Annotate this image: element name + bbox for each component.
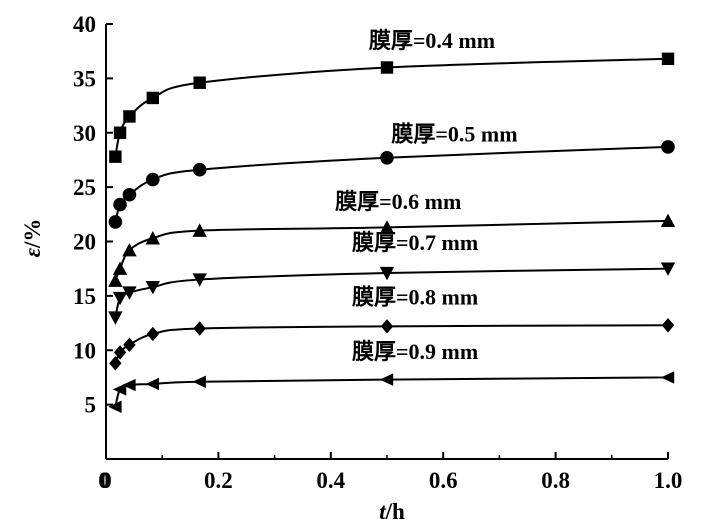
x-tick-label: 0.6: [429, 468, 458, 493]
y-tick-label: 10: [73, 338, 96, 363]
data-point: [122, 378, 136, 392]
data-point: [123, 337, 136, 353]
data-point: [661, 52, 675, 65]
series-diamond: [109, 318, 675, 371]
data-point: [380, 150, 394, 165]
data-point: [122, 187, 137, 202]
series-label: 膜厚=0.8 mm: [352, 285, 478, 310]
data-point: [380, 319, 394, 334]
data-point: [145, 231, 161, 245]
data-point: [661, 140, 675, 154]
series-triangle-left: [108, 371, 675, 413]
data-point: [146, 91, 160, 105]
data-point: [112, 383, 127, 396]
data-point: [192, 223, 207, 237]
x-tick-label: 0.8: [541, 468, 570, 493]
data-point: [380, 61, 394, 74]
data-point: [660, 213, 676, 228]
data-point: [192, 375, 206, 388]
data-point: [112, 291, 128, 306]
x-axis-title: t/h: [379, 499, 405, 524]
data-point: [113, 197, 127, 212]
data-point: [192, 162, 207, 177]
series-triangle-down: [108, 262, 676, 325]
data-point: [122, 286, 137, 300]
data-point: [145, 377, 160, 391]
data-point: [113, 345, 127, 360]
series-label: 膜厚=0.4 mm: [369, 28, 495, 53]
data-point: [108, 400, 122, 413]
series-triangle-up: [108, 213, 676, 287]
data-point: [146, 326, 160, 342]
y-tick-label: 15: [73, 284, 96, 309]
x-tick-label: 1.0: [654, 468, 683, 493]
data-point: [379, 373, 394, 386]
y-axis-title: ε/%: [20, 219, 45, 258]
series-square: [109, 52, 675, 163]
data-point: [108, 215, 123, 229]
data-point: [660, 371, 675, 384]
origin-label: 0: [98, 468, 110, 493]
data-point: [108, 311, 123, 325]
data-point: [109, 150, 122, 163]
data-point: [661, 318, 675, 333]
x-tick-label: 0.4: [316, 468, 345, 493]
series-labels: 膜厚=0.4 mm 膜厚=0.5 mm 膜厚=0.6 mm 膜厚=0.7 mm 膜厚=0…: [335, 28, 517, 364]
x-tick-label: 0.2: [204, 468, 233, 493]
data-point: [146, 172, 160, 187]
data-point: [660, 262, 676, 276]
series-label: 膜厚=0.7 mm: [352, 230, 478, 255]
data-point: [145, 280, 161, 295]
data-point: [113, 126, 127, 139]
data-point: [123, 110, 136, 123]
data-point: [379, 220, 395, 234]
data-point: [112, 261, 128, 275]
data-point: [192, 273, 207, 287]
series-label: 膜厚=0.6 mm: [335, 189, 461, 214]
data-point: [379, 266, 395, 281]
y-tick-label: 40: [73, 12, 96, 37]
data-point: [193, 76, 206, 89]
series-label: 膜厚=0.5 mm: [391, 121, 517, 146]
y-tick-label: 5: [85, 393, 97, 418]
y-tick-label: 35: [73, 66, 96, 91]
data-point: [109, 356, 122, 371]
data-point: [122, 243, 137, 257]
y-tick-label: 20: [73, 230, 96, 255]
y-tick-label: 30: [73, 121, 96, 146]
series-circle: [108, 140, 675, 229]
series-layer: [108, 52, 676, 413]
y-tick-label: 25: [73, 175, 96, 200]
data-point: [193, 321, 206, 336]
x-tick-label: 0: [100, 468, 112, 493]
series-label: 膜厚=0.9 mm: [352, 339, 478, 364]
data-point: [108, 273, 123, 287]
